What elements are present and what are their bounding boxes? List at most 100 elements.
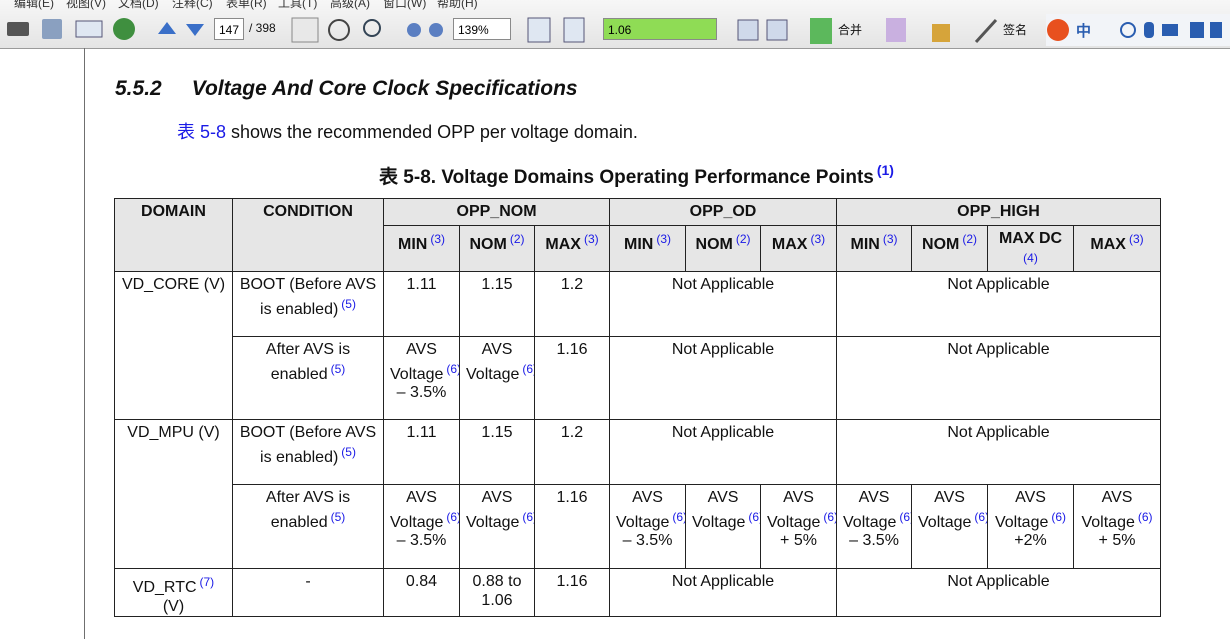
sign-icon[interactable] bbox=[974, 18, 998, 44]
footnote-ref[interactable]: (6) bbox=[748, 509, 760, 524]
table-link[interactable]: 表 5-8 bbox=[177, 122, 227, 142]
print-icon[interactable] bbox=[7, 22, 29, 36]
lock-icon[interactable] bbox=[932, 24, 950, 42]
cell-text: Not Applicable bbox=[947, 276, 1050, 293]
footnote-ref[interactable]: (6) bbox=[446, 361, 458, 376]
ime-icon[interactable] bbox=[1210, 22, 1222, 38]
full-icon[interactable] bbox=[563, 17, 585, 43]
footnote-ref[interactable]: (2) bbox=[962, 232, 978, 246]
cell-text: + 5% bbox=[1098, 532, 1136, 549]
cell-text: MAX bbox=[771, 236, 808, 253]
export-icon[interactable] bbox=[886, 18, 906, 42]
footnote-ref[interactable]: (6) bbox=[522, 361, 534, 376]
footnote-ref[interactable]: (6) bbox=[522, 509, 534, 524]
header-cell: OPP_OD bbox=[609, 198, 838, 226]
footnote-ref[interactable]: (3) bbox=[810, 232, 826, 246]
footnote-ref[interactable]: (6) bbox=[1137, 509, 1153, 524]
menu-item[interactable]: 工具(T) bbox=[278, 0, 318, 10]
footnote-ref[interactable]: (3) bbox=[656, 232, 672, 246]
menu-item[interactable]: 帮助(H) bbox=[437, 0, 478, 10]
menu-item[interactable]: 编辑(E) bbox=[14, 0, 54, 10]
footnote-ref[interactable]: (5) bbox=[341, 296, 356, 311]
menu-item[interactable]: 窗口(W) bbox=[383, 0, 427, 10]
cell-text: Not Applicable bbox=[671, 573, 775, 590]
ime-mode[interactable]: 中 bbox=[1076, 23, 1092, 40]
footnote-ref[interactable]: (5) bbox=[330, 509, 346, 524]
find-next[interactable] bbox=[766, 19, 788, 41]
zoom-select[interactable]: 139% bbox=[453, 18, 511, 40]
cell-text: Not Applicable bbox=[671, 276, 775, 293]
prev-icon[interactable] bbox=[158, 22, 176, 34]
merge-icon[interactable] bbox=[810, 18, 832, 44]
table-cell: 1.2 bbox=[533, 271, 611, 337]
body-row: VD_RTC (7) (V) - 0.84 0.88 to 1.06 1.16 Not Ap… bbox=[114, 568, 1162, 617]
caption-text: 表 5-8. Voltage Domains Operating Perform… bbox=[379, 167, 874, 188]
find-prev[interactable] bbox=[737, 19, 759, 41]
ime-icon[interactable] bbox=[1190, 22, 1204, 38]
table-cell: BOOT (Before AVS is enabled) (5) bbox=[232, 419, 384, 485]
ime-icon[interactable] bbox=[1144, 22, 1154, 38]
menu-item[interactable]: 高级(A) bbox=[330, 0, 370, 10]
table-cell: 1.16 bbox=[533, 336, 611, 420]
footnote-ref[interactable]: (2) bbox=[735, 232, 751, 246]
menu-item[interactable]: 表单(R) bbox=[226, 0, 267, 10]
footnote-ref[interactable]: (3) bbox=[882, 232, 898, 246]
footnote-ref[interactable]: (5) bbox=[341, 444, 356, 459]
footnote-ref[interactable]: (6) bbox=[823, 509, 835, 524]
header-cell: CONDITION bbox=[232, 198, 384, 272]
header-row: DOMAIN CONDITION OPP_NOM OPP_OD OPP_HIGH bbox=[114, 198, 1162, 272]
table-cell: Not Applicable bbox=[609, 568, 838, 617]
footnote-ref[interactable]: (6) bbox=[672, 509, 684, 524]
footnote-ref[interactable]: (6) bbox=[974, 509, 986, 524]
intro-text: shows the recommended OPP per voltage do… bbox=[226, 122, 638, 142]
section-number: 5.5.2 bbox=[115, 77, 162, 100]
zoom-out[interactable] bbox=[407, 23, 421, 37]
table-cell: After AVS is enabled (5) bbox=[232, 484, 384, 569]
intro: 表 5-8 shows the recommended OPP per volt… bbox=[177, 118, 638, 144]
hand-icon[interactable] bbox=[328, 19, 350, 41]
merge-label[interactable]: 合并 bbox=[838, 23, 863, 37]
header-cell: MAX (3) bbox=[760, 225, 838, 272]
footnote-ref[interactable]: (5) bbox=[330, 361, 346, 376]
footnote-ref[interactable]: (3) bbox=[583, 232, 599, 246]
footnote-ref[interactable]: (6) bbox=[899, 509, 911, 524]
footnote-ref[interactable]: (3) bbox=[430, 232, 445, 246]
toolbar-icons bbox=[7, 14, 1230, 46]
table-cell: Not Applicable bbox=[836, 271, 1162, 337]
cell-text: MIN bbox=[850, 236, 880, 253]
footnote-ref[interactable]: (2) bbox=[509, 232, 525, 246]
ime-icon[interactable] bbox=[1120, 22, 1136, 38]
table-cell: 0.84 bbox=[383, 568, 460, 617]
caption-note[interactable]: (1) bbox=[876, 162, 894, 178]
next-icon[interactable] bbox=[186, 24, 204, 36]
cell-text: 0.84 bbox=[405, 573, 438, 590]
menu-item[interactable]: 视图(V) bbox=[66, 0, 106, 10]
header-cell: MAX (3) bbox=[1073, 225, 1162, 272]
menu-item[interactable]: 注释(C) bbox=[172, 0, 213, 10]
table-cell: AVS Voltage(6) – 3.5% bbox=[609, 484, 687, 569]
footnote-ref[interactable]: (6) bbox=[446, 509, 458, 524]
footnote-ref[interactable]: (3) bbox=[1128, 232, 1144, 246]
table-cell: 1.2 bbox=[533, 419, 611, 485]
fit-icon[interactable] bbox=[527, 17, 551, 43]
footnote-ref[interactable]: (6) bbox=[1051, 509, 1067, 524]
zoom-icon[interactable] bbox=[363, 19, 381, 37]
web-icon[interactable] bbox=[113, 18, 135, 40]
footnote-ref[interactable]: (7) bbox=[199, 575, 215, 589]
select-icon[interactable] bbox=[291, 17, 319, 43]
cell-text: 1.16 bbox=[556, 341, 588, 358]
menu-item[interactable]: 文档(D) bbox=[118, 0, 159, 10]
search-input[interactable]: 1.06 bbox=[603, 18, 717, 40]
header-cell: MAX (3) bbox=[533, 225, 611, 272]
ime-icon[interactable] bbox=[1162, 24, 1178, 36]
sign-label[interactable]: 签名 bbox=[1003, 23, 1028, 37]
footnote-ref[interactable]: (4) bbox=[1023, 250, 1038, 265]
page-input[interactable]: 147 bbox=[214, 18, 244, 40]
header-cell: DOMAIN bbox=[114, 198, 233, 272]
zoom-in[interactable] bbox=[429, 23, 443, 37]
table-cell: Not Applicable bbox=[609, 271, 838, 337]
save-icon[interactable] bbox=[42, 19, 62, 39]
mail-icon[interactable] bbox=[75, 20, 103, 38]
ime-logo[interactable] bbox=[1047, 19, 1069, 41]
